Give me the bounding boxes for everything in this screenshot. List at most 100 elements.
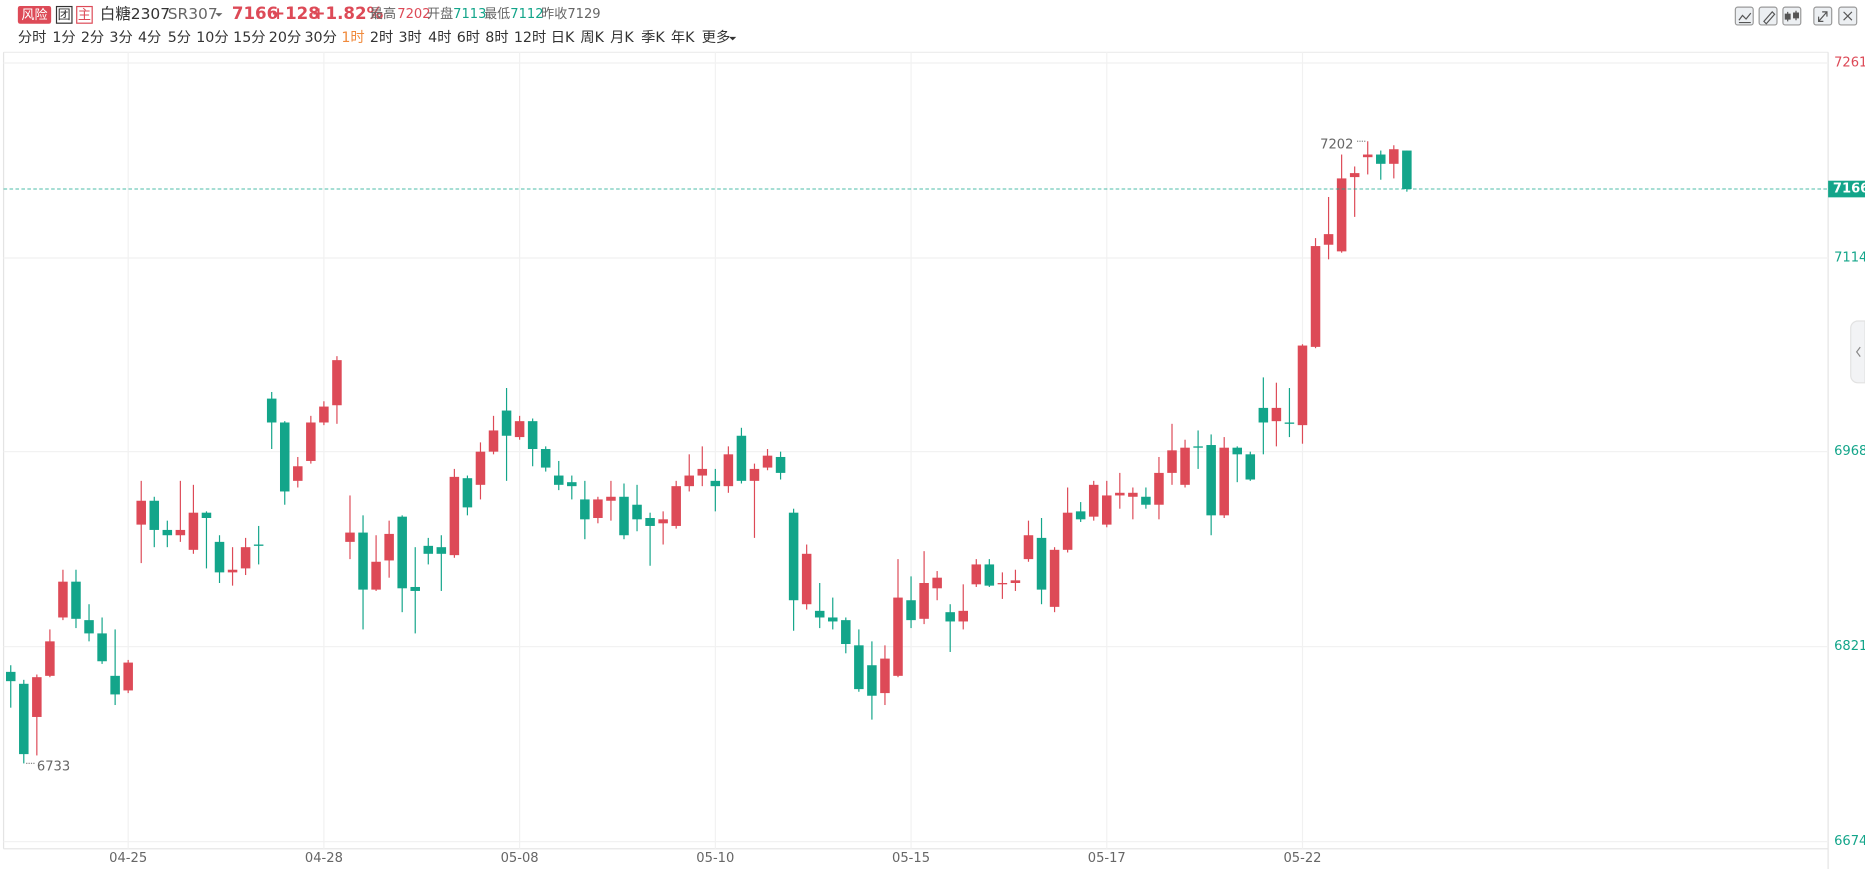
candle-body [1049, 549, 1060, 607]
period-tab[interactable]: 10分 [196, 29, 228, 46]
candle-body [723, 454, 734, 487]
candle-body [580, 499, 590, 520]
candle-body [19, 683, 29, 755]
change-pct: +1.82% [312, 4, 384, 23]
candle-body [945, 612, 955, 622]
candle-body [1102, 495, 1112, 525]
candle-body [1088, 484, 1099, 517]
candle-body [1245, 454, 1256, 480]
style-icon [1784, 10, 1799, 22]
contract-name[interactable]: 白糖2307 [100, 5, 170, 23]
period-toolbar: 分时 1分 2分 3分 4分 5分 10分 15分 20分 30分 1时 2时 3时 4时 6时 8时 12时日… [18, 29, 737, 46]
candle-body [462, 478, 473, 508]
candle-body [214, 541, 225, 573]
candle-body [410, 586, 420, 591]
y-tick-label: 6821 [1834, 639, 1865, 654]
candle-body [293, 466, 303, 481]
y-tick-label: 7261 [1834, 56, 1865, 71]
candle-body [1389, 149, 1399, 164]
last-price-tag [1828, 180, 1865, 198]
period-tab[interactable]: 3时 [398, 29, 421, 46]
period-tab[interactable]: 更多 [702, 29, 731, 46]
candle-body [162, 529, 173, 536]
candle-body [201, 512, 212, 518]
candle-body [1219, 447, 1229, 516]
x-tick-label: 05-17 [1088, 851, 1126, 866]
candle-body [762, 455, 773, 468]
period-tab[interactable]: 季K [641, 29, 665, 46]
candle-body [123, 662, 133, 691]
candle-body [1258, 407, 1269, 423]
main-badge [76, 5, 93, 24]
candle-body [593, 499, 603, 518]
candle-body [266, 398, 277, 423]
candle-body [932, 577, 942, 589]
stat-label: 最高 [370, 5, 396, 22]
candle-body [958, 610, 968, 622]
stat-value: 7202 [397, 7, 430, 22]
period-tab[interactable]: 12时 [514, 29, 546, 46]
candle-body [1349, 173, 1360, 178]
candle-body [84, 620, 94, 634]
candle-body [971, 564, 982, 585]
candle-body [345, 532, 355, 542]
candle-body [1376, 154, 1386, 164]
candle-body [919, 582, 929, 619]
candle-body [710, 480, 721, 487]
x-tick-label: 05-15 [892, 851, 930, 866]
high-mark-label: 7202 [1320, 137, 1353, 152]
last-price-label: 7166 [1833, 182, 1865, 197]
candle-body [175, 529, 186, 536]
period-tab[interactable]: 8时 [485, 29, 508, 46]
stat-value: 7113 [453, 7, 486, 22]
candle-body [736, 435, 747, 481]
candle-body [188, 512, 199, 550]
stat-value: 7112 [510, 7, 543, 22]
period-tab[interactable]: 年K [671, 29, 695, 46]
period-tab[interactable]: 1时 [341, 29, 364, 46]
period-tab[interactable]: 15分 [233, 29, 265, 46]
period-tab[interactable]: 30分 [304, 29, 336, 46]
candle-body [306, 422, 316, 461]
period-tab[interactable]: 4分 [138, 29, 161, 46]
period-tab[interactable]: 3分 [109, 29, 132, 46]
period-tab[interactable]: 5分 [168, 29, 191, 46]
candle-body [841, 620, 851, 645]
period-tab[interactable]: 周K [580, 30, 604, 46]
candle-body [319, 406, 329, 423]
side-panel-toggle[interactable] [1850, 320, 1865, 384]
contract-code[interactable]: SR307 [168, 5, 218, 23]
candle-body [1115, 492, 1125, 496]
candle-body [371, 561, 381, 590]
change: +128 [271, 4, 320, 23]
group-badge-text: 团 [58, 8, 71, 23]
candle-body [1336, 178, 1347, 252]
period-tab[interactable]: 4时 [428, 29, 451, 46]
period-tab[interactable]: 月K [610, 30, 634, 46]
candle-body [828, 617, 838, 622]
candle-body [658, 519, 668, 524]
candle-body [553, 475, 564, 485]
candle-body [1310, 246, 1321, 347]
period-tab[interactable]: 1分 [52, 29, 75, 46]
period-tab[interactable]: 20分 [269, 29, 301, 46]
period-tab[interactable]: 日K [551, 30, 575, 46]
period-tab[interactable]: 2时 [370, 29, 393, 46]
indicator-button[interactable] [1734, 6, 1754, 26]
code-dropdown[interactable] [215, 13, 223, 17]
y-tick-label: 6674 [1834, 834, 1865, 849]
axes: 6674 6821 6968 7114 7261 04-25 04-28 05-08 05-10… [109, 56, 1865, 866]
period-tab[interactable]: 6时 [457, 29, 480, 46]
candle-body [384, 533, 394, 561]
candle-body [1154, 472, 1164, 505]
candle-body [1167, 450, 1177, 473]
candle-body [854, 645, 864, 690]
candle-body [527, 421, 538, 450]
period-tab[interactable]: 分时 [18, 29, 47, 46]
candle-body [1232, 447, 1243, 455]
period-tab[interactable]: 2分 [81, 29, 104, 46]
x-tick-label: 04-28 [305, 851, 343, 866]
